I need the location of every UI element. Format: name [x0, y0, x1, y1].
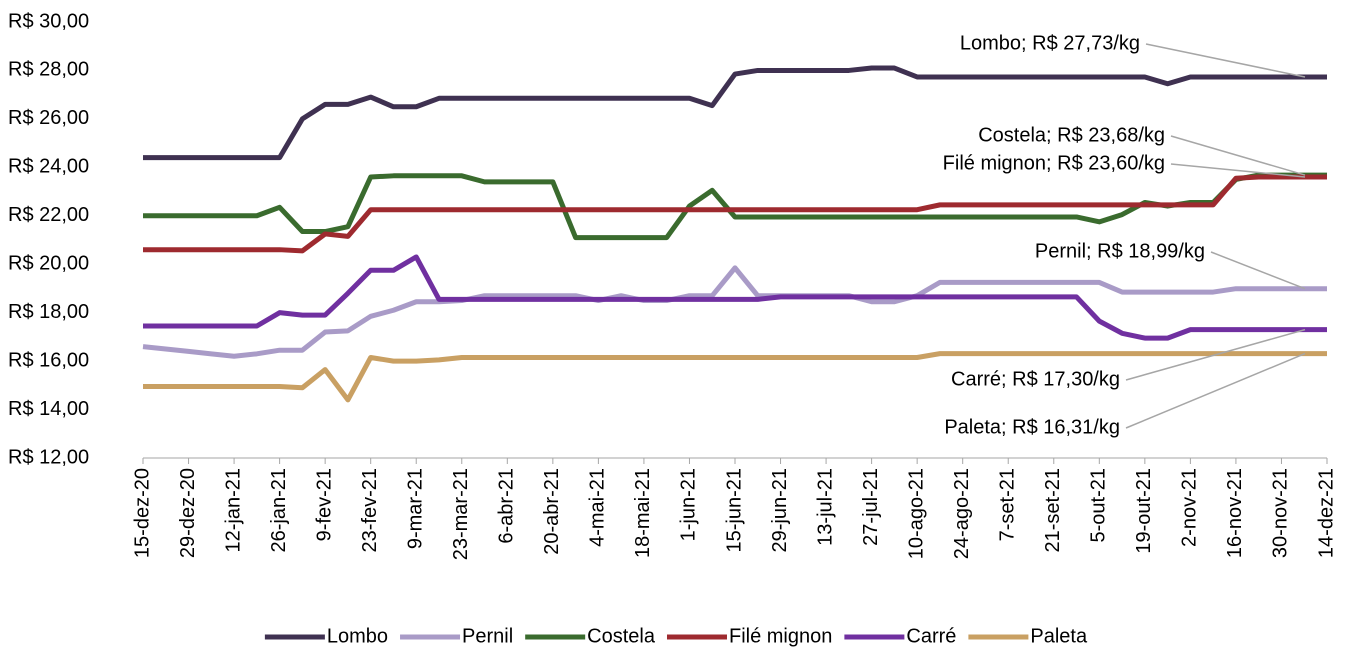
x-tick-label: 15-jun-21 — [723, 468, 745, 553]
y-tick-label: R$ 24,00 — [8, 156, 89, 178]
leader-line — [1125, 352, 1306, 429]
annotation: Carré; R$ 17,30/kg — [951, 368, 1120, 390]
legend: Lombo Pernil Costela Filé mignon Carré Paleta — [264, 625, 1088, 647]
x-tick-label: 7-set-21 — [997, 468, 1019, 541]
series-line — [143, 65, 1327, 161]
x-tick-label: 5-out-21 — [1088, 468, 1110, 543]
x-tick-label: 27-jul-21 — [860, 468, 882, 546]
x-tick-label: 18-mai-21 — [632, 468, 654, 558]
annotation: Costela; R$ 23,68/kg — [978, 124, 1165, 146]
legend-label: Filé mignon — [729, 625, 832, 647]
annotation: Filé mignon; R$ 23,60/kg — [943, 152, 1165, 174]
x-tick-label: 12-jan-21 — [222, 468, 244, 553]
leader-line — [1210, 251, 1306, 290]
x-tick-label: 2-nov-21 — [1179, 468, 1201, 547]
y-tick-label: R$ 18,00 — [8, 301, 89, 323]
x-tick-label: 1-jun-21 — [678, 468, 700, 541]
legend-label: Lombo — [327, 625, 388, 647]
y-tick-label: R$ 20,00 — [8, 253, 89, 275]
x-tick-label: 30-nov-21 — [1270, 468, 1292, 558]
x-tick-label: 29-dez-20 — [177, 468, 199, 558]
x-tick-label: 24-ago-21 — [951, 468, 973, 559]
series-line — [142, 265, 1327, 359]
annotation: Lombo; R$ 27,73/kg — [960, 32, 1140, 54]
legend-label: Pernil — [462, 625, 513, 647]
y-tick-label: R$ 14,00 — [8, 398, 89, 420]
series-line — [143, 254, 1327, 341]
legend-label: Carré — [906, 625, 956, 647]
x-tick-label: 21-set-21 — [1042, 468, 1064, 553]
x-tick-label: 4-mai-21 — [587, 468, 609, 547]
leader-line — [1125, 328, 1306, 381]
y-tick-label: R$ 22,00 — [8, 204, 89, 226]
x-tick-label: 20-abr-21 — [541, 468, 563, 555]
x-tick-label: 6-abr-21 — [496, 468, 518, 544]
series-line — [143, 174, 1327, 254]
legend-label: Costela — [587, 625, 656, 647]
x-tick-label: 9-mar-21 — [405, 468, 427, 549]
annotation: Pernil; R$ 18,99/kg — [1035, 240, 1205, 262]
x-tick-label: 23-mar-21 — [450, 468, 472, 560]
x-tick-label: 29-jun-21 — [769, 468, 791, 553]
y-tick-label: R$ 30,00 — [8, 10, 89, 32]
legend-label: Paleta — [1030, 625, 1088, 647]
x-tick-label: 14-dez-21 — [1315, 468, 1337, 558]
x-tick-label: 10-ago-21 — [905, 468, 927, 559]
annotation: Paleta; R$ 16,31/kg — [944, 416, 1120, 438]
x-tick-label: 23-fev-21 — [359, 468, 381, 553]
y-tick-label: R$ 26,00 — [8, 107, 89, 129]
leader-line — [1170, 163, 1306, 178]
leader-line — [1145, 43, 1306, 78]
series-line — [143, 351, 1327, 403]
y-tick-label: R$ 28,00 — [8, 59, 89, 81]
x-tick-label: 19-out-21 — [1133, 468, 1155, 554]
x-tick-label: 26-jan-21 — [268, 468, 290, 553]
x-tick-label: 16-nov-21 — [1224, 468, 1246, 558]
x-tick-label: 9-fev-21 — [313, 468, 335, 541]
x-tick-label: 15-dez-20 — [131, 468, 153, 558]
series-line — [143, 172, 1327, 241]
x-tick-label: 13-jul-21 — [814, 468, 836, 546]
leader-line — [1170, 135, 1306, 176]
y-tick-label: R$ 12,00 — [8, 446, 89, 468]
y-tick-label: R$ 16,00 — [8, 349, 89, 371]
